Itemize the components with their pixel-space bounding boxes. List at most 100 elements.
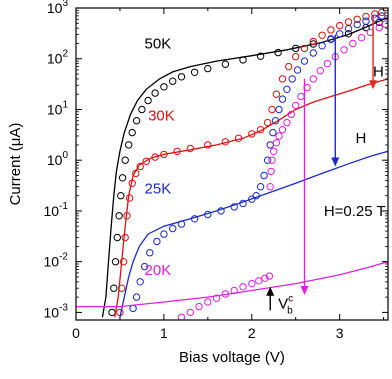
series-line-30k	[114, 78, 388, 318]
data-point-50k	[138, 105, 146, 114]
field-arrow-head	[300, 286, 309, 296]
x-tick-label: 0	[72, 325, 80, 341]
data-point-30k	[142, 157, 151, 166]
data-point-30k	[204, 141, 212, 149]
data-point-30k	[173, 147, 181, 156]
data-point-50k	[144, 96, 152, 105]
data-point-20k	[292, 101, 300, 110]
data-point-30k	[125, 194, 134, 202]
data-point-20k	[186, 308, 195, 317]
data-point-30k	[119, 258, 128, 266]
data-point-20k	[265, 272, 274, 280]
data-point-50k	[160, 83, 168, 91]
data-point-50k	[256, 52, 265, 60]
data-point-20k	[272, 139, 281, 147]
data-point-30k	[160, 150, 168, 159]
annotation: H	[355, 130, 366, 147]
data-point-50k	[239, 56, 247, 64]
data-point-25k	[230, 203, 238, 211]
data-point-30k	[362, 12, 370, 21]
data-point-50k	[117, 192, 125, 200]
data-point-20k	[270, 147, 278, 156]
data-point-30k	[123, 212, 131, 220]
x-tick-label: 3	[336, 325, 344, 341]
data-point-20k	[248, 279, 256, 288]
data-point-25k	[256, 183, 265, 191]
data-point-50k	[132, 117, 141, 125]
data-point-20k	[316, 67, 324, 75]
data-point-50k	[121, 156, 129, 164]
data-point-30k	[353, 15, 361, 23]
data-point-25k	[204, 210, 212, 219]
data-point-25k	[300, 57, 309, 65]
data-point-30k	[268, 105, 276, 114]
data-point-20k	[261, 274, 269, 282]
data-point-50k	[190, 68, 199, 77]
data-point-50k	[221, 60, 230, 68]
data-point-30k	[327, 26, 335, 34]
data-point-30k	[292, 52, 300, 61]
data-point-25k	[263, 156, 272, 164]
series-line-20k	[76, 261, 388, 308]
data-point-20k	[323, 59, 332, 68]
axes: 0 1 2 3 103 102 101 100 10-1 10-2 10-3	[44, 0, 389, 341]
data-point-50k	[292, 44, 300, 53]
data-point-30k	[234, 134, 243, 143]
annotation: H	[373, 63, 384, 80]
data-point-20k	[349, 39, 357, 48]
data-point-25k	[275, 105, 283, 114]
plot-frame	[75, 7, 389, 321]
data-point-20k	[340, 46, 348, 54]
data-point-20k	[283, 118, 291, 127]
data-point-20k	[267, 167, 275, 176]
data-point-25k	[129, 304, 137, 313]
data-point-25k	[288, 75, 296, 83]
vbc-label: Vc b	[278, 293, 293, 316]
data-point-25k	[266, 141, 274, 149]
data-point-25k	[146, 249, 154, 257]
data-point-30k	[221, 138, 230, 146]
annotation: 25K	[145, 181, 172, 198]
y-tick-label: 101	[47, 99, 69, 117]
field-arrow-head	[369, 80, 378, 90]
data-point-50k	[151, 89, 159, 97]
field-arrow-head	[266, 286, 275, 296]
data-point-25k	[140, 262, 149, 271]
data-point-50k	[115, 212, 123, 220]
data-point-30k	[300, 44, 309, 53]
data-point-25k	[217, 207, 225, 215]
data-point-30k	[272, 90, 281, 98]
data-point-30k	[278, 75, 287, 83]
data-point-20k	[287, 110, 295, 119]
data-point-25k	[344, 25, 353, 33]
data-point-20k	[357, 34, 366, 42]
data-point-25k	[248, 195, 256, 203]
data-point-50k	[113, 233, 122, 242]
x-axis-label: Bias voltage (V)	[179, 349, 285, 366]
data-point-30k	[118, 284, 126, 292]
data-point-30k	[336, 21, 344, 30]
data-point-50k	[110, 284, 118, 292]
data-point-50k	[344, 30, 353, 38]
data-point-50k	[204, 64, 212, 73]
y-tick-label: 100	[47, 150, 69, 168]
data-point-30k	[121, 233, 129, 242]
data-point-50k	[309, 40, 317, 48]
data-point-25k	[309, 49, 317, 57]
data-point-20k	[212, 294, 221, 302]
data-point-25k	[177, 220, 186, 228]
annotation: 50K	[145, 35, 172, 52]
data-point-20k	[309, 75, 317, 83]
data-point-25k	[132, 293, 141, 301]
data-point-25k	[190, 215, 199, 223]
data-point-30k	[309, 37, 317, 46]
data-point-30k	[136, 162, 144, 171]
data-point-25k	[362, 17, 370, 25]
data-point-25k	[327, 35, 335, 44]
data-point-20k	[177, 313, 186, 320]
data-point-25k	[252, 192, 260, 200]
plot-area: 50K 30K 25K 20K H H H=0.25 T Vc b	[76, 8, 388, 320]
data-point-20k	[381, 20, 388, 28]
data-point-25k	[293, 66, 302, 74]
